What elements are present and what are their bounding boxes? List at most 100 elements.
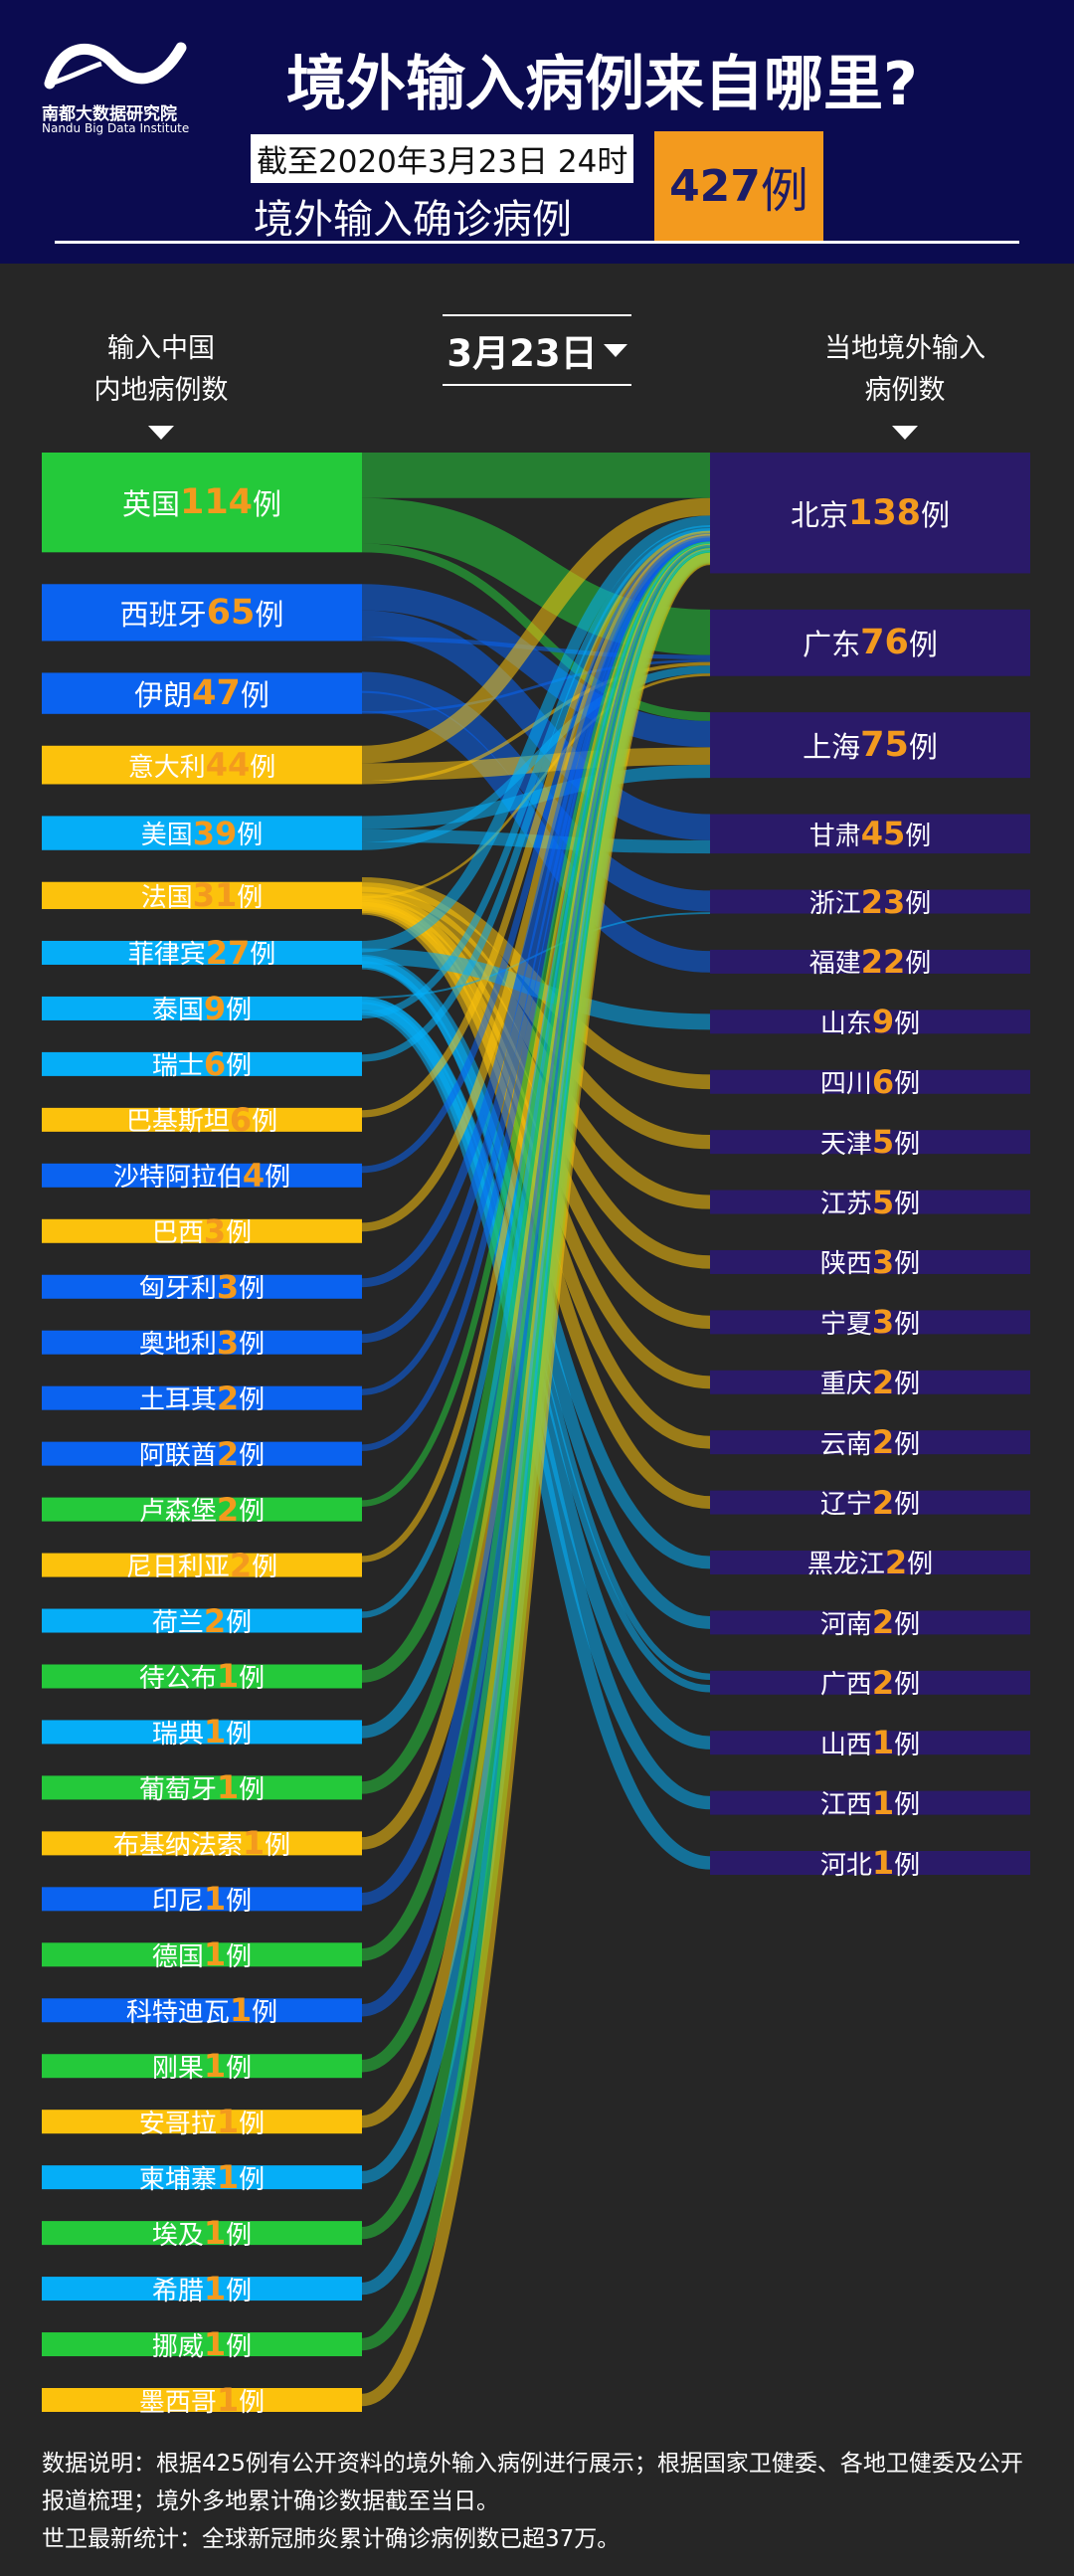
bar-value: 75 [860,725,909,766]
bar-value: 2 [871,1423,895,1462]
source-bar[interactable] [42,996,362,1020]
date-selector-label: 3月23日 [447,332,598,375]
source-bar[interactable] [42,1720,362,1745]
bar-value: 2 [216,1379,240,1417]
target-label: 浙江 23 例 [710,883,1030,921]
target-bar[interactable] [710,1130,1030,1155]
source-label: 尼日利亚 2 例 [42,1547,362,1584]
target-bar[interactable] [710,1851,1030,1875]
source-bar[interactable] [42,2332,362,2357]
bar-value: 1 [203,1935,227,1974]
source-bar[interactable] [42,2277,362,2301]
bar-name: 希腊 [151,2276,204,2306]
source-bar[interactable] [42,1385,362,1410]
target-bar[interactable] [710,609,1030,676]
source-label: 葡萄牙 1 例 [42,1768,362,1806]
bar-value: 1 [871,1783,895,1822]
source-bar[interactable] [42,816,362,850]
source-bar[interactable] [42,1218,362,1243]
bar-unit: 例 [908,628,938,662]
target-bar[interactable] [710,712,1030,779]
source-bar[interactable] [42,453,362,553]
source-bar[interactable] [42,1775,362,1800]
bar-value: 138 [847,492,922,533]
target-bar[interactable] [710,1370,1030,1394]
bar-unit: 例 [894,1009,921,1039]
target-bar[interactable] [710,1610,1030,1635]
target-bar[interactable] [710,1010,1030,1034]
bar-value: 23 [860,882,906,921]
bar-value: 1 [203,2047,227,2086]
bar-value: 39 [192,814,238,852]
source-bar[interactable] [42,2221,362,2246]
source-bar[interactable] [42,940,362,965]
target-bar[interactable] [710,1731,1030,1755]
source-bar[interactable] [42,1274,362,1299]
bar-unit: 例 [905,889,932,920]
target-bar[interactable] [710,814,1030,854]
target-bar[interactable] [710,1790,1030,1815]
source-bar[interactable] [42,2165,362,2190]
source-bar[interactable] [42,881,362,910]
bar-unit: 例 [226,996,253,1026]
date-selector[interactable]: 3月23日 [443,314,631,386]
bar-value: 1 [203,1713,227,1751]
source-label: 墨西哥 1 例 [42,2381,362,2419]
target-bar[interactable] [710,1430,1030,1455]
target-label: 河北 1 例 [710,1844,1030,1882]
source-label: 德国 1 例 [42,1935,362,1973]
source-bar[interactable] [42,1441,362,1466]
source-bar[interactable] [42,1831,362,1856]
source-bar[interactable] [42,1887,362,1912]
target-bar[interactable] [710,1490,1030,1515]
target-label: 云南 2 例 [710,1423,1030,1461]
source-bar[interactable] [42,2110,362,2134]
bar-name: 埃及 [151,2220,204,2251]
bar-name: 挪威 [151,2331,204,2362]
source-bar[interactable] [42,1553,362,1577]
target-bar[interactable] [710,889,1030,914]
bar-unit: 例 [894,1790,921,1821]
source-bar[interactable] [42,1998,362,2023]
source-bar[interactable] [42,672,362,714]
bar-value: 2 [871,1603,895,1642]
target-bar[interactable] [710,1249,1030,1274]
bar-name: 天津 [819,1129,872,1160]
bar-value: 47 [192,673,241,714]
target-bar[interactable] [710,1190,1030,1214]
target-bar[interactable] [710,949,1030,974]
bar-value: 31 [192,876,238,915]
bar-name: 江苏 [819,1190,872,1220]
source-bar[interactable] [42,2054,362,2079]
target-bar[interactable] [710,1069,1030,1094]
source-label: 布基纳法索 1 例 [42,1824,362,1862]
target-label: 重庆 2 例 [710,1364,1030,1401]
source-bar[interactable] [42,1051,362,1076]
source-bar[interactable] [42,1107,362,1132]
target-bar[interactable] [710,1310,1030,1335]
bar-value: 22 [860,942,906,981]
source-bar[interactable] [42,1163,362,1188]
source-bar[interactable] [42,745,362,785]
source-bar[interactable] [42,2388,362,2412]
source-bar[interactable] [42,1497,362,1522]
brand-name-en: Nandu Big Data Institute [42,121,190,135]
bar-name: 墨西哥 [138,2387,217,2418]
bar-value: 3 [203,1211,227,1250]
target-bar[interactable] [710,1670,1030,1695]
flow-link [361,584,711,748]
target-bar[interactable] [710,1550,1030,1574]
source-bar[interactable] [42,1942,362,1967]
bar-value: 45 [860,815,906,853]
source-bar[interactable] [42,1330,362,1355]
source-bar[interactable] [42,1664,362,1689]
bar-name: 美国 [140,821,193,851]
source-bar[interactable] [42,584,362,642]
source-bar[interactable] [42,1608,362,1633]
flow-link [361,525,711,1019]
header-banner: 南都大数据研究院 Nandu Big Data Institute 境外输入病例… [0,0,1074,264]
target-bar[interactable] [710,453,1030,574]
bar-unit: 例 [252,1997,278,2028]
source-label: 泰国 9 例 [42,990,362,1027]
flow-link [361,552,711,2407]
